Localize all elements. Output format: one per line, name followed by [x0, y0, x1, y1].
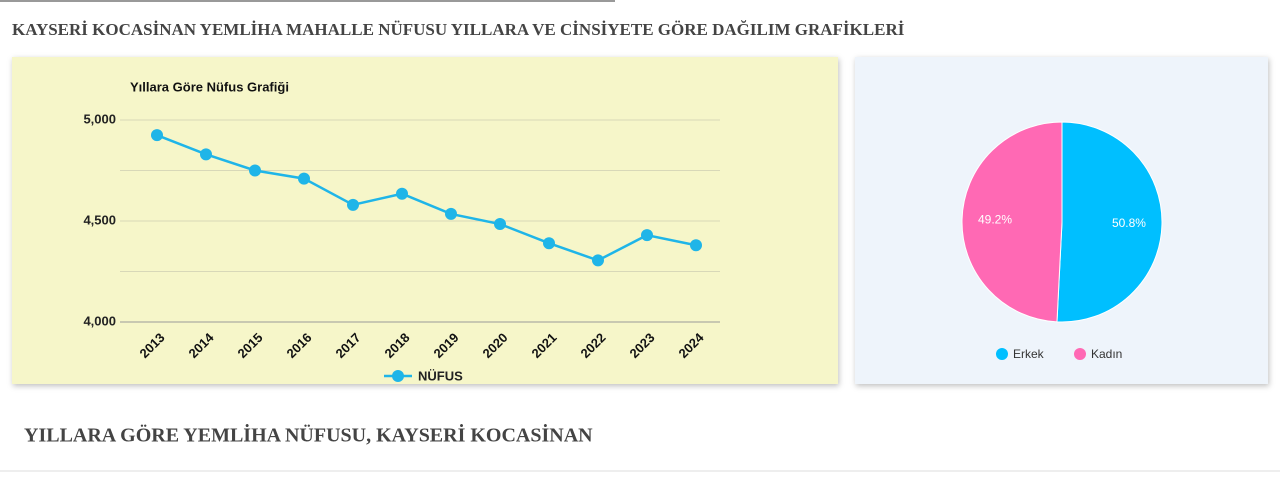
data-point	[396, 187, 408, 200]
legend-marker	[392, 370, 404, 382]
legend-marker	[996, 348, 1008, 360]
page-title: KAYSERİ KOCASİNAN YEMLİHA MAHALLE NÜFUSU…	[12, 20, 905, 39]
data-point	[445, 207, 457, 220]
data-point	[200, 148, 212, 161]
legend-label: Kadın	[1091, 347, 1122, 361]
data-point	[641, 229, 653, 242]
data-point	[690, 239, 702, 252]
y-tick-label: 5,000	[83, 111, 116, 126]
line-title: Yıllara Göre Nüfus Grafiği	[130, 79, 289, 94]
y-tick-label: 4,000	[83, 313, 116, 328]
data-point	[592, 254, 604, 267]
section-title: YILLARA GÖRE YEMLİHA NÜFUSU, KAYSERİ KOC…	[24, 423, 593, 447]
data-point	[249, 164, 261, 177]
data-point	[494, 218, 506, 231]
data-point	[298, 172, 310, 185]
pie-slice	[1056, 121, 1163, 323]
pie-slice	[961, 121, 1063, 323]
data-point	[151, 129, 163, 142]
legend-label: Erkek	[1013, 347, 1045, 361]
data-point	[347, 198, 359, 211]
slice-label: 50.8%	[1112, 216, 1146, 230]
legend-marker	[1074, 348, 1086, 360]
slice-label: 49.2%	[978, 212, 1012, 226]
y-tick-label: 4,500	[83, 212, 116, 227]
data-point	[543, 237, 555, 250]
legend-label: NÜFUS	[418, 368, 463, 383]
series-line	[156, 133, 697, 262]
